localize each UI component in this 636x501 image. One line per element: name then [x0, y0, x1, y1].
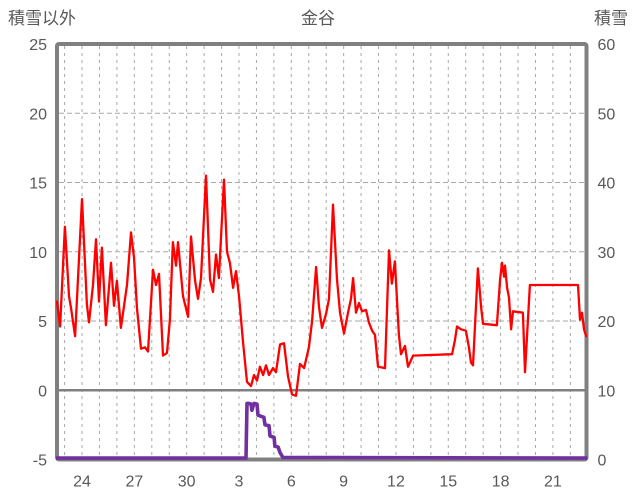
x-axis-tick-label: 15: [439, 474, 457, 491]
x-axis-tick-label: 3: [235, 474, 244, 491]
left-axis-tick-label: 20: [29, 106, 47, 123]
x-axis-tick-label: 24: [73, 474, 91, 491]
x-axis-tick-label: 9: [339, 474, 348, 491]
left-axis-tick-label: 15: [29, 176, 47, 193]
right-axis-tick-label: 10: [598, 383, 616, 400]
right-axis-tick-label: 30: [598, 245, 616, 262]
left-axis-title: 積雪以外: [8, 9, 76, 28]
temperature-line: [56, 174, 588, 397]
x-axis-tick-label: 27: [125, 474, 143, 491]
left-axis-tick-label: 0: [38, 383, 47, 400]
right-axis-tick-label: 20: [598, 314, 616, 331]
x-axis-tick-label: 12: [387, 474, 405, 491]
chart-title: 金谷: [301, 9, 335, 28]
right-axis-tick-label: 0: [598, 453, 607, 470]
plot-border: [55, 42, 589, 462]
left-axis-tick-label: -5: [33, 453, 47, 470]
x-axis-tick-label: 30: [178, 474, 196, 491]
x-axis-tick-label: 21: [544, 474, 562, 491]
right-axis-title: 積雪: [594, 9, 628, 28]
snow-depth-line: [56, 401, 588, 460]
right-axis-tick-label: 60: [598, 37, 616, 54]
left-axis-tick-label: 25: [29, 37, 47, 54]
right-axis-tick-label: 40: [598, 176, 616, 193]
x-axis-tick-label: 18: [492, 474, 510, 491]
x-axis-tick-label: 6: [287, 474, 296, 491]
left-axis-tick-label: 5: [38, 314, 47, 331]
right-axis-tick-label: 50: [598, 106, 616, 123]
left-axis-tick-label: 10: [29, 245, 47, 262]
